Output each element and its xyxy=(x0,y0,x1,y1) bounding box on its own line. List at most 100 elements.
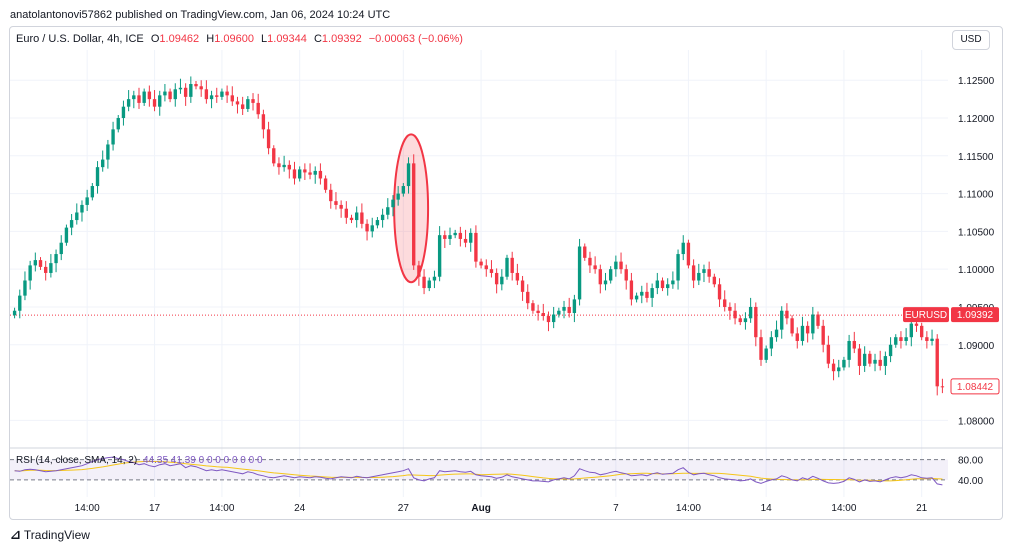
candle-body xyxy=(868,353,872,364)
price-tick-label: 1.10500 xyxy=(958,227,995,238)
time-tick-label: 14 xyxy=(761,503,773,514)
close-value: 1.09392 xyxy=(321,33,362,45)
candle-body xyxy=(624,269,628,281)
candle-body xyxy=(230,95,234,102)
candle-body xyxy=(759,337,763,360)
candle-body xyxy=(474,232,478,262)
candle-body xyxy=(567,306,571,314)
rsi-values: 44.35 41.39 0 0 0 0 0 0 0 0 xyxy=(143,455,263,466)
high-label: H xyxy=(206,33,215,45)
candle-body xyxy=(930,338,934,341)
price-tick-label: 1.12000 xyxy=(958,114,995,125)
candle-body xyxy=(173,89,177,100)
candle-body xyxy=(163,91,167,96)
candle-body xyxy=(702,269,706,273)
candle-body xyxy=(137,95,141,103)
candle-body xyxy=(805,325,810,334)
candle-body xyxy=(873,359,877,364)
candle-body xyxy=(888,344,893,357)
candle-body xyxy=(412,163,416,266)
time-tick-label: 27 xyxy=(398,503,410,514)
candle-body xyxy=(831,363,836,372)
time-tick-label: 24 xyxy=(294,503,306,514)
candle-body xyxy=(194,84,198,87)
price-tick-label: 1.11000 xyxy=(958,190,994,201)
candle-body xyxy=(940,386,945,388)
candle-body xyxy=(448,235,452,239)
candle-body xyxy=(365,223,369,232)
candle-body xyxy=(437,235,442,277)
rsi-band xyxy=(10,459,948,480)
candle-body xyxy=(847,340,851,360)
candle-body xyxy=(199,86,203,90)
candle-body xyxy=(510,257,514,273)
candle-body xyxy=(769,337,774,349)
candle-body xyxy=(64,227,69,243)
tradingview-brand[interactable]: ⊿ TradingView xyxy=(10,527,90,543)
candle-body xyxy=(54,254,58,264)
change-value: −0.00063 (−0.06%) xyxy=(368,33,463,45)
candle-body xyxy=(800,325,805,341)
candle-body xyxy=(458,232,463,239)
candle-body xyxy=(764,348,768,360)
rsi-tick-label: 40.00 xyxy=(958,476,983,487)
candle-body xyxy=(132,95,136,100)
chart-frame xyxy=(9,26,1003,520)
candle-body xyxy=(101,159,105,168)
candle-body xyxy=(728,306,732,311)
candle-body xyxy=(681,242,685,255)
candle-body xyxy=(717,284,722,300)
last-price-tag-bg xyxy=(951,307,999,323)
currency-button[interactable]: USD xyxy=(952,30,990,50)
candle-body xyxy=(297,169,302,179)
candle-body xyxy=(318,170,323,179)
brand-name: TradingView xyxy=(23,528,90,542)
candle-body xyxy=(862,353,867,366)
candle-body xyxy=(308,172,312,175)
low-value: 1.09344 xyxy=(267,33,307,45)
candle-body xyxy=(463,238,468,243)
candle-body xyxy=(292,169,297,179)
price-tick-label: 1.11500 xyxy=(958,152,994,163)
candle-body xyxy=(375,220,380,226)
candle-body xyxy=(380,214,385,221)
candle-body xyxy=(811,314,815,334)
candle-body xyxy=(69,220,74,228)
candle-body xyxy=(583,246,587,258)
candle-body xyxy=(723,299,727,307)
candle-body xyxy=(49,263,53,273)
candle-body xyxy=(671,280,675,285)
candle-body xyxy=(526,291,530,304)
symbol-tag-bg xyxy=(903,307,949,323)
candle-body xyxy=(417,265,421,277)
candle-body xyxy=(816,314,820,326)
candle-body xyxy=(676,254,680,281)
candle-body xyxy=(562,306,566,311)
candle-body xyxy=(287,164,291,170)
candle-body xyxy=(75,212,79,221)
candle-body xyxy=(168,91,172,100)
candle-body xyxy=(479,261,483,266)
high-value: 1.09600 xyxy=(214,33,254,45)
time-tick-label: 14:00 xyxy=(209,503,234,514)
candle-body xyxy=(515,272,520,281)
candle-body xyxy=(401,186,406,194)
price-tick-label: 1.09000 xyxy=(958,341,995,352)
candle-body xyxy=(33,260,38,266)
candle-body xyxy=(909,323,913,338)
candle-body xyxy=(531,303,535,311)
candle-body xyxy=(925,337,929,341)
candle-body xyxy=(640,291,644,296)
symbol-title[interactable]: Euro / U.S. Dollar, 4h, ICE xyxy=(16,33,144,45)
candle-body xyxy=(826,344,831,364)
candle-body xyxy=(790,318,794,334)
candle-body xyxy=(842,359,846,368)
candle-body xyxy=(691,265,696,281)
candle-body xyxy=(220,91,224,97)
candle-body xyxy=(85,197,89,205)
candle-body xyxy=(795,333,799,341)
candle-body xyxy=(453,232,457,236)
candle-body xyxy=(427,280,431,289)
candle-body xyxy=(28,265,32,281)
